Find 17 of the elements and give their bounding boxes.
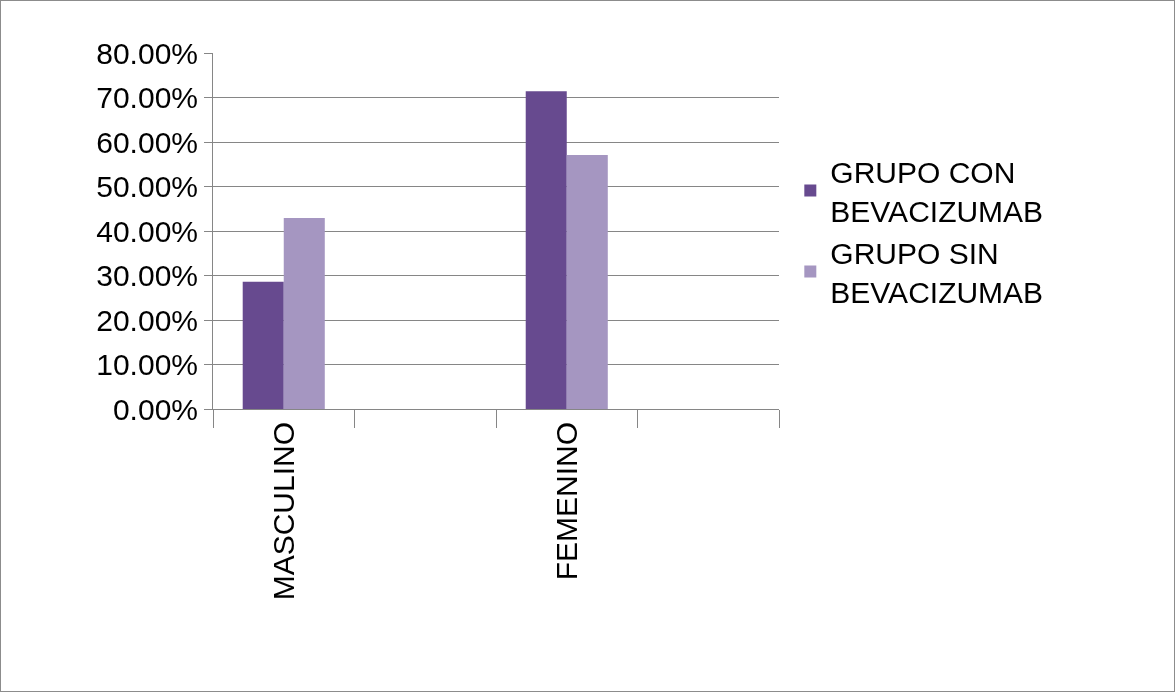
bar [242,281,284,409]
legend-label: GRUPO SIN BEVACIZUMAB [830,236,1044,309]
y-tick-label: 30.00% [96,259,198,292]
bar [525,91,567,409]
y-tick-label: 50.00% [96,170,198,203]
bar [566,154,608,409]
legend-label: GRUPO CON BEVACIZUMAB [830,155,1044,228]
x-tick-label: MASCULINO [266,422,300,601]
y-tick-label: 10.00% [96,348,198,381]
y-tick-label: 80.00% [96,36,198,70]
x-tick-label: FEMENINO [549,422,583,581]
bar [283,218,325,409]
y-tick-label: 20.00% [96,303,198,337]
y-tick-label: 70.00% [96,81,198,114]
y-tick-label: 40.00% [96,214,198,248]
y-tick-label: 0.00% [112,392,198,426]
y-tick-label: 60.00% [96,125,198,159]
